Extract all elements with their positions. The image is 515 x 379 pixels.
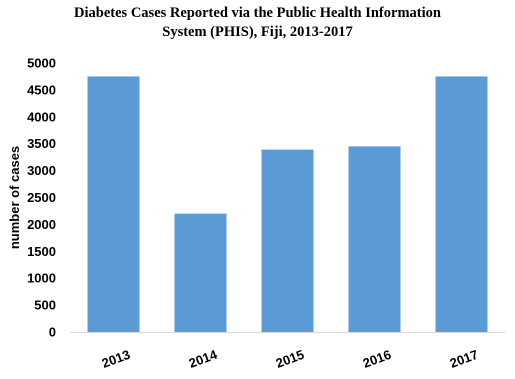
bars bbox=[87, 76, 488, 332]
x-tick-label: 2017 bbox=[448, 347, 480, 371]
x-tick-label: 2015 bbox=[274, 347, 306, 371]
bar-2013 bbox=[87, 76, 140, 332]
x-tick-label: 2013 bbox=[100, 347, 132, 371]
y-tick-label: 4000 bbox=[27, 109, 56, 124]
y-tick-label: 500 bbox=[34, 298, 56, 313]
chart-title-line-2: System (PHIS), Fiji, 2013-2017 bbox=[162, 24, 353, 40]
y-tick-label: 5000 bbox=[27, 56, 56, 71]
chart-title-line-1: Diabetes Cases Reported via the Public H… bbox=[74, 5, 441, 21]
x-axis-ticks: 2013 2014 2015 2016 2017 bbox=[100, 347, 480, 371]
bar-2015 bbox=[261, 149, 314, 332]
bar-2016 bbox=[348, 146, 401, 332]
y-tick-label: 3000 bbox=[27, 163, 56, 178]
y-tick-label: 4500 bbox=[27, 82, 56, 97]
chart-title: Diabetes Cases Reported via the Public H… bbox=[0, 4, 515, 42]
y-tick-label: 1500 bbox=[27, 244, 56, 259]
x-tick-label: 2016 bbox=[361, 347, 393, 371]
y-tick-label: 2000 bbox=[27, 217, 56, 232]
y-tick-label: 2500 bbox=[27, 190, 56, 205]
bar-2017 bbox=[435, 76, 488, 332]
y-tick-label: 0 bbox=[49, 325, 56, 340]
x-tick-label: 2014 bbox=[187, 347, 220, 371]
y-axis-ticks: 0 500 1000 1500 2000 2500 3000 3500 4000 4500 5000 bbox=[27, 56, 56, 340]
y-axis-label: number of cases bbox=[7, 146, 22, 249]
y-tick-label: 1000 bbox=[27, 271, 56, 286]
y-tick-label: 3500 bbox=[27, 136, 56, 151]
bar-2014 bbox=[174, 213, 227, 332]
